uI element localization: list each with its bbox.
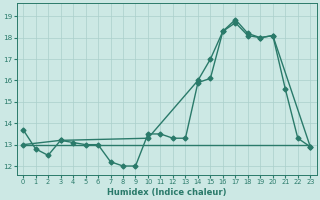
- X-axis label: Humidex (Indice chaleur): Humidex (Indice chaleur): [107, 188, 227, 197]
